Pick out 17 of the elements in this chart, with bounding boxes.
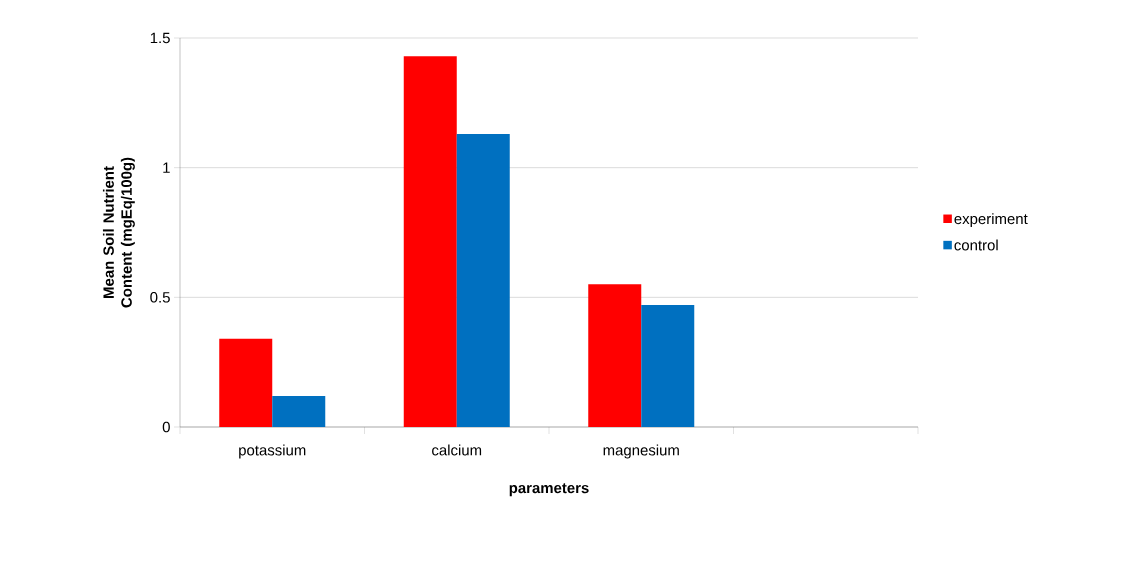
bar (403, 56, 457, 427)
x-tick-label: magnesium (603, 444, 679, 459)
y-tick-label: 1 (163, 162, 170, 173)
bar (219, 338, 273, 427)
bar (588, 284, 642, 427)
y-tick-label: 0 (162, 421, 170, 433)
legend-label: control (954, 239, 998, 251)
y-tick-label: 0.5 (150, 292, 170, 303)
x-tick-label: potassium (239, 444, 306, 459)
legend-label: experiment (954, 213, 1028, 228)
x-axis-title: parameters (509, 483, 589, 497)
y-axis-title: Mean Soil Nutrient Content (mgEq/100g) (102, 157, 135, 308)
bar (272, 395, 326, 427)
x-tick-label: calcium (432, 444, 482, 456)
y-tick-label: 1.5 (150, 32, 170, 44)
bar (456, 133, 510, 427)
bar (641, 305, 695, 427)
